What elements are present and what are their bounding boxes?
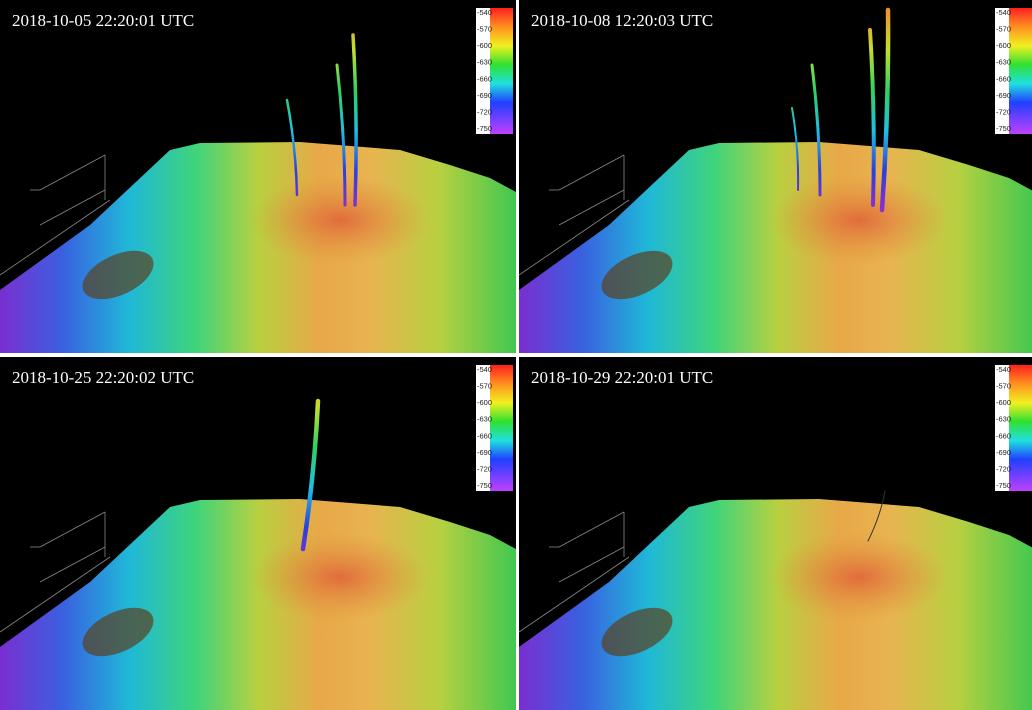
colorbar-label: -570 [996,25,1011,34]
panel: 2018-10-08 12:20:03 UTC -540 -570 -600 -630 -… [519,0,1032,353]
colorbar-label: -600 [477,41,492,50]
plume [300,398,321,552]
panel: 2018-10-25 22:20:02 UTC -540 -570 -600 -630 -… [0,357,516,710]
axis-line [39,189,106,226]
timestamp: 2018-10-25 22:20:02 UTC [12,368,194,387]
colorbar-label: -690 [477,448,492,457]
panel: 2018-10-29 22:20:01 UTC -540 -570 -600 -630 -… [519,357,1032,710]
crater [601,607,673,657]
summit [769,175,949,265]
colorbar-label: -540 [996,365,1011,374]
plume [351,33,358,207]
colorbar-label: -540 [477,365,492,374]
axis-line [0,556,111,633]
timestamp: 2018-10-05 22:20:01 UTC [12,11,194,30]
colorbar-label: -600 [996,398,1011,407]
colorbar-label: -600 [477,398,492,407]
axis-line [519,199,630,276]
plume [791,107,800,191]
colorbar-label: -540 [996,8,1011,17]
summit [250,532,430,622]
colorbar-label: -630 [477,58,492,67]
colorbar-label-bg [995,8,1009,134]
colorbar-label: -690 [996,448,1011,457]
colorbar-label: -660 [996,431,1011,440]
axis-line [519,556,630,633]
colorbar-label: -630 [996,415,1011,424]
plume [285,98,299,197]
colorbar-label: -660 [477,74,492,83]
colorbar-label: -660 [996,74,1011,83]
summit [250,175,430,265]
colorbar-label: -750 [996,481,1011,490]
colorbar-label: -720 [477,464,492,473]
colorbar-label: -570 [996,382,1011,391]
colorbar-label: -660 [477,431,492,440]
colorbar-label: -630 [477,415,492,424]
colorbar-label: -720 [477,107,492,116]
colorbar-label: -750 [477,481,492,490]
colorbar-label: -540 [477,8,492,17]
plume [335,63,347,207]
colorbar [1009,8,1032,134]
axis-line [558,546,625,583]
plume [868,28,876,207]
colorbar-label: -570 [477,382,492,391]
plume [810,63,822,197]
axis-line [558,154,625,191]
panel: 2018-10-05 22:20:01 UTC -540 -570 -600 -630 -… [0,0,516,353]
colorbar-label-bg [476,8,490,134]
plume [879,7,891,213]
timestamp: 2018-10-29 22:20:01 UTC [531,368,713,387]
crater [601,250,673,300]
colorbar [490,8,513,134]
colorbar-label: -600 [996,41,1011,50]
colorbar-label: -690 [477,91,492,100]
axis-line [0,199,111,276]
summit [769,532,949,622]
timestamp: 2018-10-08 12:20:03 UTC [531,11,713,30]
axis-line [39,546,106,583]
colorbar-label: -720 [996,464,1011,473]
axis-line [558,511,625,548]
colorbar-label-bg [476,365,490,491]
crater [82,607,154,657]
axis-line [39,154,106,191]
crater [82,250,154,300]
colorbar-label: -750 [477,124,492,133]
axis-line [558,189,625,226]
colorbar [490,365,513,491]
colorbar-label: -750 [996,124,1011,133]
colorbar-label: -690 [996,91,1011,100]
colorbar [1009,365,1032,491]
plume [867,490,886,542]
colorbar-label: -630 [996,58,1011,67]
axis-line [39,511,106,548]
colorbar-label-bg [995,365,1009,491]
colorbar-label: -570 [477,25,492,34]
colorbar-label: -720 [996,107,1011,116]
